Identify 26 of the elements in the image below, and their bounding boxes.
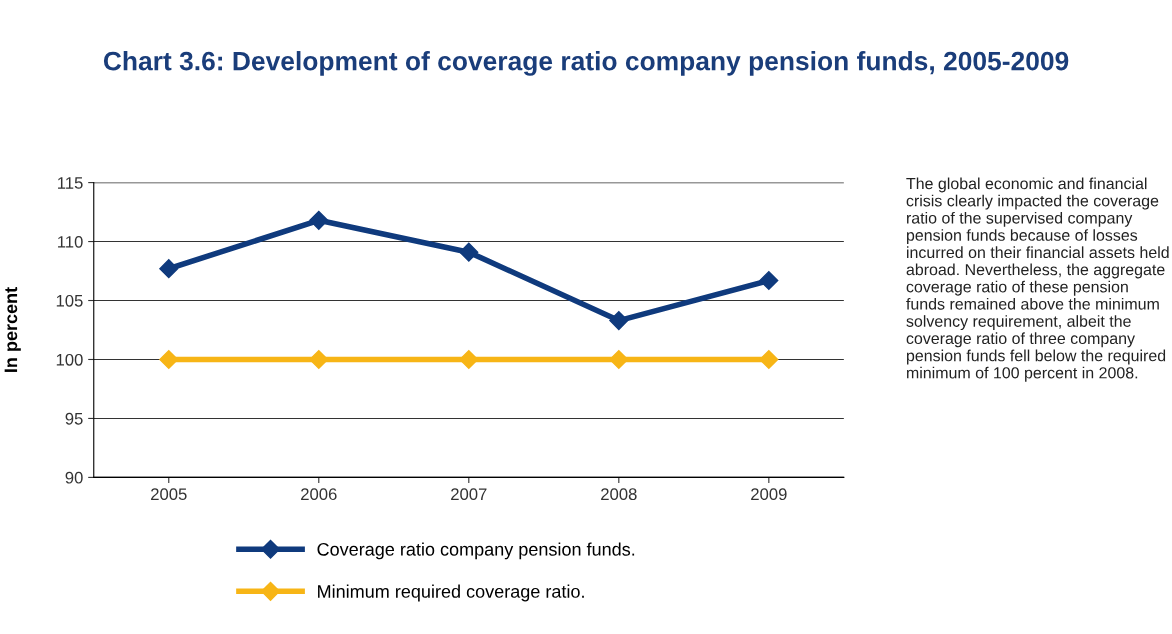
point: [159, 259, 179, 279]
point: [759, 349, 779, 370]
y-tick-label: 105: [56, 294, 83, 307]
point: [459, 349, 479, 370]
point: [309, 349, 329, 370]
legend-label: Minimum required coverage ratio.: [318, 584, 584, 602]
y-tick-label: 95: [65, 412, 83, 425]
x-tick-label: 2005: [151, 488, 187, 501]
y-tick-label: 90: [65, 471, 83, 484]
point: [609, 349, 629, 370]
y-tick-label: 110: [58, 235, 83, 248]
legend-label: Coverage ratio company pension funds.: [317, 542, 635, 560]
point: [609, 311, 629, 331]
x-tick-label: 2007: [451, 488, 487, 501]
text: The global economic and financial crisis clearly impacted the coverage ratio of the supervised company pension funds because of losses incurred on their financial assets held abroad. Nevertheless, the aggregate coverage ratio of these pension funds remained above the minimum solvency requirement, albeit the coverage ratio of three company pension funds fell below the required minimum of 100 percent in 2008.: [906, 177, 1169, 382]
chart-title: Chart 3.6: Development of coverage ratio company pension funds, 2005-2009: [103, 51, 1069, 76]
point: [759, 270, 779, 291]
y-tick-label: 100: [56, 353, 83, 366]
point: [459, 242, 479, 262]
x-tick-label: 2008: [601, 488, 637, 501]
x-tick-label: 2009: [751, 488, 787, 501]
point: [309, 210, 329, 230]
y-axis-title: In percent: [4, 287, 21, 372]
point: [159, 349, 179, 370]
y-tick-label: 115: [58, 177, 83, 189]
x-tick-label: 2006: [301, 488, 337, 501]
